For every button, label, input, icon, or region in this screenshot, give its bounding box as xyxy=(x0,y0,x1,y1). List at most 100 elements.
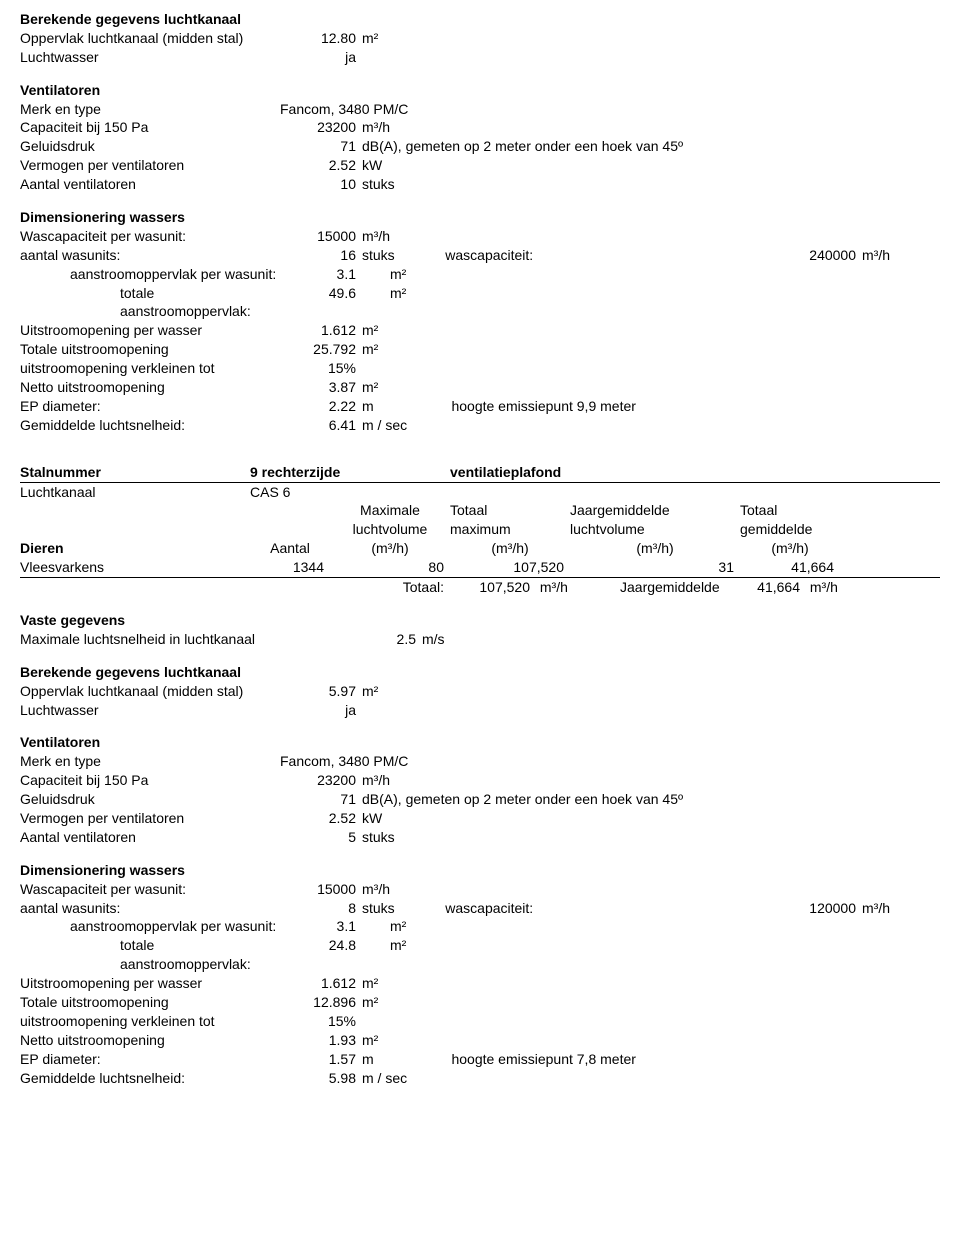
unit: m² xyxy=(360,1031,960,1050)
tot-max: 107,520 xyxy=(450,578,536,597)
value: 1.612 xyxy=(280,321,360,340)
row-totaan1: totale aanstroomoppervlak: 49.6 m² xyxy=(20,284,940,322)
row-totmax: 107,520 xyxy=(450,558,570,577)
unit: m² xyxy=(360,378,960,397)
h2b: maximum xyxy=(450,520,570,539)
row-opp1: Oppervlak luchtkanaal (midden stal) 12.8… xyxy=(20,29,940,48)
value: 10 xyxy=(280,175,360,194)
value: Fancom, 3480 PM/C xyxy=(280,100,960,119)
luchtkanaal-row: Luchtkanaal CAS 6 xyxy=(20,483,940,502)
unit: m² xyxy=(360,974,960,993)
value: 16 xyxy=(280,246,360,265)
row-aant2: Aantal ventilatoren 5 stuks xyxy=(20,828,940,847)
label: uitstroomopening verkleinen tot xyxy=(20,359,280,378)
value: 8 xyxy=(280,899,360,918)
row-aant1: Aantal ventilatoren 10 stuks xyxy=(20,175,940,194)
u1: (m³/h) xyxy=(330,539,450,558)
vent2-title: Ventilatoren xyxy=(20,733,940,752)
row-aantal: 1344 xyxy=(250,558,330,577)
aantal-h: Aantal xyxy=(250,539,330,558)
ep-note: hoogte emissiepunt 7,8 meter xyxy=(451,1051,635,1067)
label: Geluidsdruk xyxy=(20,790,280,809)
unit: m² xyxy=(360,917,960,936)
section2-title: Berekende gegevens luchtkanaal xyxy=(20,663,940,682)
vaste-title: Vaste gegevens xyxy=(20,611,940,630)
unit: stuks xyxy=(360,247,395,263)
tot-gem: 41,664 xyxy=(740,578,806,597)
label: Merk en type xyxy=(20,100,280,119)
unit: stuks xyxy=(360,900,395,916)
row-lucht1: Luchtwasser ja xyxy=(20,48,940,67)
value: 3.1 xyxy=(280,265,360,284)
unit: m² xyxy=(360,321,960,340)
row-tuit1: Totale uitstroomopening 25.792 m² xyxy=(20,340,940,359)
label: Wascapaciteit per wasunit: xyxy=(20,880,280,899)
label: Vermogen per ventilatoren xyxy=(20,809,280,828)
row-verm1: Vermogen per ventilatoren 2.52 kW xyxy=(20,156,940,175)
u2: (m³/h) xyxy=(450,539,570,558)
unit: m² xyxy=(360,284,960,303)
label: EP diameter: xyxy=(20,397,280,416)
label: Capaciteit bij 150 Pa xyxy=(20,771,280,790)
unit: m² xyxy=(360,340,960,359)
row-max: 80 xyxy=(330,558,450,577)
row-gem2: Gemiddelde luchtsnelheid: 5.98 m / sec xyxy=(20,1069,940,1088)
value: 71 xyxy=(280,137,360,156)
value: 12.80 xyxy=(280,29,360,48)
value: Fancom, 3480 PM/C xyxy=(280,752,960,771)
document-page: Berekende gegevens luchtkanaal Oppervlak… xyxy=(0,0,960,1127)
table-total-row: Totaal: 107,520 m³/h Jaargemiddelde 41,6… xyxy=(20,578,940,597)
label: Aantal ventilatoren xyxy=(20,828,280,847)
extra-label: wascapaciteit: xyxy=(445,900,533,916)
row-uit1: Uitstroomopening per wasser 1.612 m² xyxy=(20,321,940,340)
row-cap2: Capaciteit bij 150 Pa 23200 m³/h xyxy=(20,771,940,790)
label: Merk en type xyxy=(20,752,280,771)
row-aanopp1: aanstroomoppervlak per wasunit: 3.1 m² xyxy=(20,265,940,284)
label: Oppervlak luchtkanaal (midden stal) xyxy=(20,29,280,48)
unit: m³/h xyxy=(360,227,960,246)
value: 5 xyxy=(280,828,360,847)
value: ja xyxy=(280,48,360,67)
label: Oppervlak luchtkanaal (midden stal) xyxy=(20,682,280,701)
tot-jg-label: Jaargemiddelde xyxy=(620,578,740,597)
unit: m³/h xyxy=(360,880,960,899)
vent1-title: Ventilatoren xyxy=(20,81,940,100)
label: aanstroomoppervlak per wasunit: xyxy=(20,917,280,936)
ep-note: hoogte emissiepunt 9,9 meter xyxy=(451,398,635,414)
unit: m / sec xyxy=(360,416,960,435)
row-opp2: Oppervlak luchtkanaal (midden stal) 5.97… xyxy=(20,682,940,701)
label: aantal wasunits: xyxy=(20,899,280,918)
unit: m xyxy=(360,398,374,414)
value: 15% xyxy=(280,1012,360,1031)
label: EP diameter: xyxy=(20,1050,280,1069)
h4b: gemiddelde xyxy=(740,520,840,539)
tot-max-unit: m³/h xyxy=(540,579,568,595)
extra-label: wascapaciteit: xyxy=(445,247,533,263)
label: aantal wasunits: xyxy=(20,246,280,265)
row-ep1: EP diameter: 2.22 m hoogte emissiepunt 9… xyxy=(20,397,940,416)
label: Aantal ventilatoren xyxy=(20,175,280,194)
label: uitstroomopening verkleinen tot xyxy=(20,1012,280,1031)
extra-value: 240000 xyxy=(700,246,860,265)
label: Uitstroomopening per wasser xyxy=(20,974,280,993)
stal-header: Stalnummer 9 rechterzijde ventilatieplaf… xyxy=(20,463,940,483)
row-wasunits1: aantal wasunits: 16 stuks wascapaciteit:… xyxy=(20,246,940,265)
value: 6.41 xyxy=(280,416,360,435)
value: CAS 6 xyxy=(250,483,850,502)
value: 2.5 xyxy=(360,630,420,649)
ventplaf: ventilatieplafond xyxy=(450,463,720,482)
h4a: Totaal xyxy=(740,501,840,520)
row-wasunits2: aantal wasunits: 8 stuks wascapaciteit: … xyxy=(20,899,940,918)
unit: m² xyxy=(360,265,960,284)
row-uit2: Uitstroomopening per wasser 1.612 m² xyxy=(20,974,940,993)
value: 12.896 xyxy=(280,993,360,1012)
unit: kW xyxy=(360,156,960,175)
value: 1.93 xyxy=(280,1031,360,1050)
label: Geluidsdruk xyxy=(20,137,280,156)
label: Netto uitstroomopening xyxy=(20,378,280,397)
label: aanstroomoppervlak per wasunit: xyxy=(20,265,280,284)
row-wascap1: Wascapaciteit per wasunit: 15000 m³/h xyxy=(20,227,940,246)
label: Capaciteit bij 150 Pa xyxy=(20,118,280,137)
value: 5.98 xyxy=(280,1069,360,1088)
label: Gemiddelde luchtsnelheid: xyxy=(20,416,280,435)
